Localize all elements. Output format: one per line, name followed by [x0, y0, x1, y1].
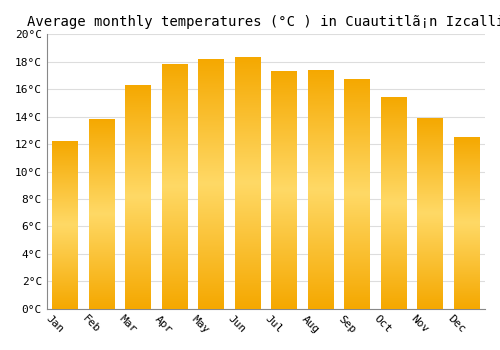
Bar [126, 85, 151, 309]
Bar [381, 97, 406, 309]
Title: Average monthly temperatures (°C ) in Cuautitlã¡n Izcalli: Average monthly temperatures (°C ) in Cu… [27, 15, 500, 29]
Bar [308, 70, 334, 309]
Bar [272, 71, 297, 309]
Bar [344, 79, 370, 309]
Bar [454, 137, 479, 309]
Bar [235, 58, 260, 309]
Bar [198, 59, 224, 309]
Bar [418, 118, 443, 309]
Bar [52, 141, 78, 309]
Bar [162, 64, 188, 309]
Bar [89, 119, 114, 309]
